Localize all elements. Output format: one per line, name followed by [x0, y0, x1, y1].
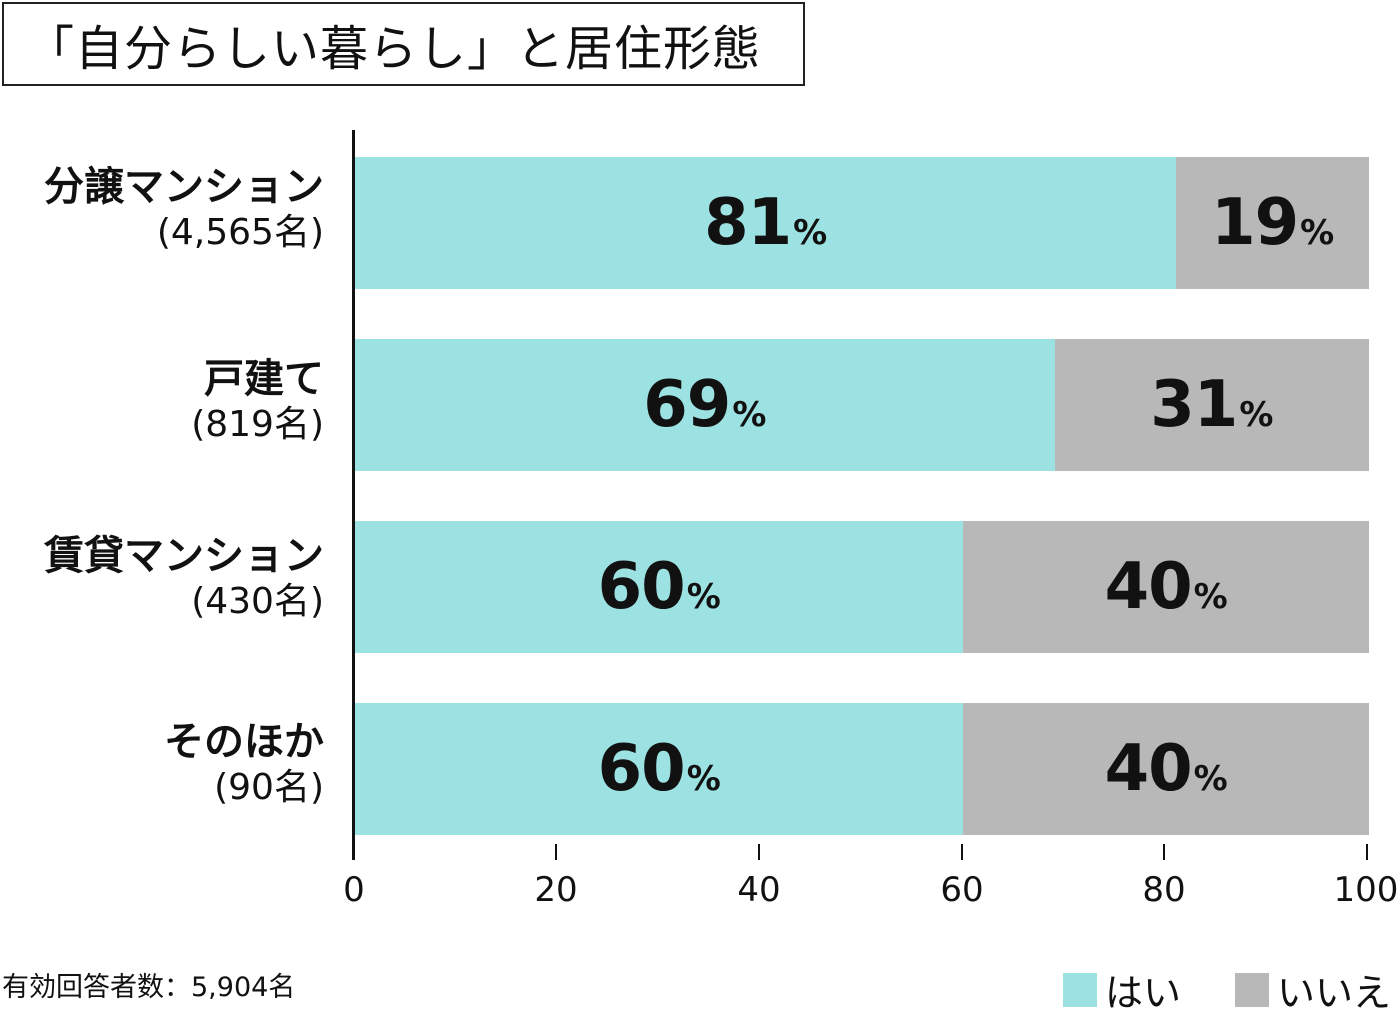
bar-sonohoka: 60% 40% — [355, 703, 1369, 835]
value-label: 60 — [597, 732, 686, 806]
legend-item-no: いいえ — [1235, 962, 1391, 1017]
x-tick — [555, 844, 557, 860]
legend-swatch-no — [1235, 972, 1269, 1007]
bar-segment-yes: 60% — [355, 521, 964, 653]
x-tick-label: 100 — [1333, 870, 1399, 910]
value-label: 40 — [1104, 732, 1193, 806]
x-tick-label: 60 — [940, 870, 984, 910]
bar-chintai: 60% 40% — [355, 521, 1369, 653]
bar-segment-no: 31% — [1054, 339, 1369, 471]
category-count: (4,565名) — [156, 212, 324, 253]
legend-label-no: いいえ — [1277, 971, 1392, 1015]
value-label: 31 — [1150, 368, 1238, 442]
bar-segment-yes: 60% — [355, 703, 964, 835]
row-label-sonohoka: そのほか (90名) — [164, 718, 324, 810]
category-name: 分譲マンション — [44, 164, 324, 210]
category-name: 戸建て — [204, 356, 324, 402]
x-tick — [1366, 844, 1368, 860]
x-tick-label: 80 — [1142, 870, 1186, 910]
x-tick-label: 0 — [343, 870, 365, 910]
x-tick-label: 40 — [737, 870, 781, 910]
bar-segment-no: 40% — [963, 521, 1369, 653]
bar-segment-yes: 69% — [355, 339, 1055, 471]
percent-sign: % — [1193, 759, 1228, 799]
legend-swatch-yes — [1063, 972, 1097, 1007]
percent-sign: % — [1300, 213, 1335, 253]
row-label-kodate: 戸建て (819名) — [191, 355, 324, 447]
value-label: 69 — [643, 368, 731, 442]
category-count: (90名) — [214, 767, 324, 808]
x-tick — [1163, 844, 1165, 860]
bar-segment-no: 40% — [963, 703, 1369, 835]
category-count: (430名) — [191, 581, 324, 622]
value-label: 40 — [1104, 550, 1193, 624]
percent-sign: % — [732, 395, 767, 435]
percent-sign: % — [686, 577, 721, 617]
row-label-bunjo: 分譲マンション (4,565名) — [44, 163, 324, 255]
x-tick — [758, 844, 760, 860]
bar-bunjo: 81% 19% — [355, 157, 1369, 289]
chart-title: 「自分らしい暮らし」と居住形態 — [2, 2, 805, 86]
percent-sign: % — [686, 759, 721, 799]
percent-sign: % — [1239, 395, 1274, 435]
category-name: そのほか — [164, 719, 324, 765]
y-axis-line — [352, 130, 355, 860]
value-label: 60 — [597, 550, 686, 624]
percent-sign: % — [793, 213, 828, 253]
legend-label-yes: はい — [1105, 971, 1182, 1015]
category-name: 賃貸マンション — [44, 533, 324, 579]
row-label-chintai: 賃貸マンション (430名) — [44, 532, 324, 624]
category-count: (819名) — [191, 404, 324, 445]
percent-sign: % — [1193, 577, 1228, 617]
value-label: 19 — [1211, 186, 1299, 260]
bar-kodate: 69% 31% — [355, 339, 1369, 471]
bar-segment-yes: 81% — [355, 157, 1177, 289]
x-tick — [961, 844, 963, 860]
legend-item-yes: はい — [1063, 962, 1181, 1017]
bar-segment-no: 19% — [1176, 157, 1369, 289]
x-tick-label: 20 — [534, 870, 578, 910]
respondent-count-note: 有効回答者数：5,904名 — [2, 972, 296, 1003]
value-label: 81 — [704, 186, 792, 260]
